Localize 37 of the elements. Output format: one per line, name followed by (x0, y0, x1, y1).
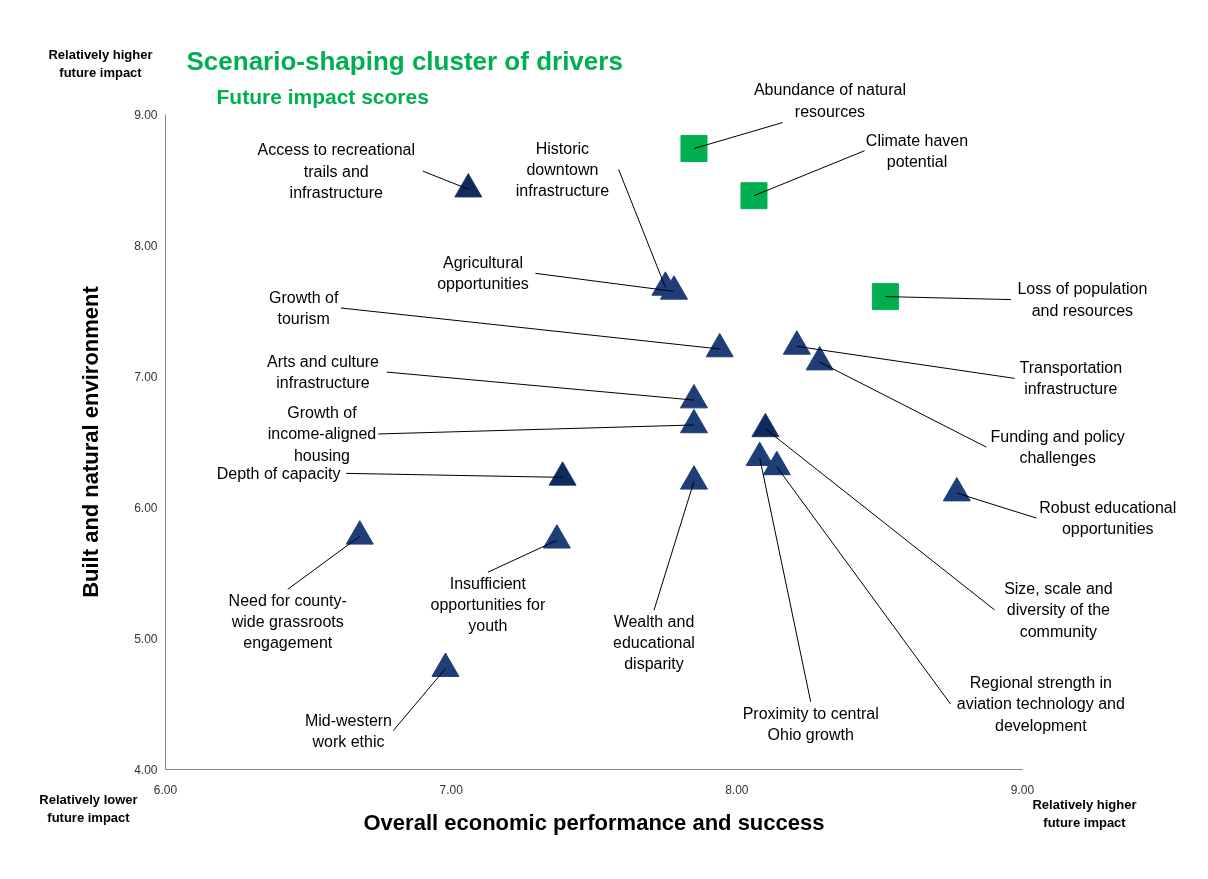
annotation: Funding and policy challenges (990, 427, 1125, 467)
annotation: Transportation infrastructure (1019, 359, 1123, 398)
x-tick-label: 8.00 (725, 783, 749, 797)
annotation: Growth of income-aligned housing (267, 404, 377, 464)
y-tick-label: 5.00 (134, 632, 158, 646)
annotation: Proximity to central Ohio growth (742, 704, 879, 743)
y-tick-label: 9.00 (134, 108, 158, 122)
annotation: Depth of capacity (216, 464, 341, 482)
annotation: Insufficient opportunities for youth (430, 574, 546, 634)
annotation: Size, scale and diversity of the community (1004, 580, 1113, 640)
annotation: Climate haven potential (865, 131, 969, 170)
text: Relatively higher future impact (48, 46, 153, 81)
annotation: Mid-western work ethic (304, 711, 393, 750)
annotation: Loss of population and resources (1017, 280, 1148, 319)
text: Relatively higher future impact (1032, 796, 1137, 831)
y-tick-label: 8.00 (134, 239, 158, 253)
annotation: Access to recreational trails and infrastructure (257, 141, 416, 201)
x-tick-label: 6.00 (153, 783, 178, 797)
annotation: Abundance of natural resources (753, 81, 907, 120)
x-axis-title: Overall economic performance and success (363, 810, 825, 835)
x-tick-label: 9.00 (1010, 783, 1035, 797)
y-tick-label: 4.00 (134, 763, 158, 777)
chart-subtitle: Future impact scores (216, 85, 429, 108)
annotation: Regional strength in aviation technology and development (956, 674, 1125, 734)
text: Relatively lower future impact (39, 791, 138, 826)
annotation: Agricultural opportunities (437, 254, 529, 293)
annotation: Need for county-wide grassroots engagement (228, 591, 347, 652)
y-tick-label: 6.00 (134, 501, 158, 515)
annotation: Wealth and educational disparity (613, 612, 695, 673)
annotation: Robust educational opportunities (1039, 498, 1177, 538)
annotation: Historic downtown infrastructure (515, 139, 610, 200)
annotation: Growth of tourism (269, 288, 339, 328)
chart-title: Scenario-shaping cluster of drivers (186, 45, 623, 76)
y-axis-title: Built and natural environment (78, 285, 103, 598)
annotation: Arts and culture infrastructure (266, 352, 380, 392)
y-tick-label: 7.00 (134, 370, 158, 384)
x-tick-label: 7.00 (439, 783, 464, 797)
